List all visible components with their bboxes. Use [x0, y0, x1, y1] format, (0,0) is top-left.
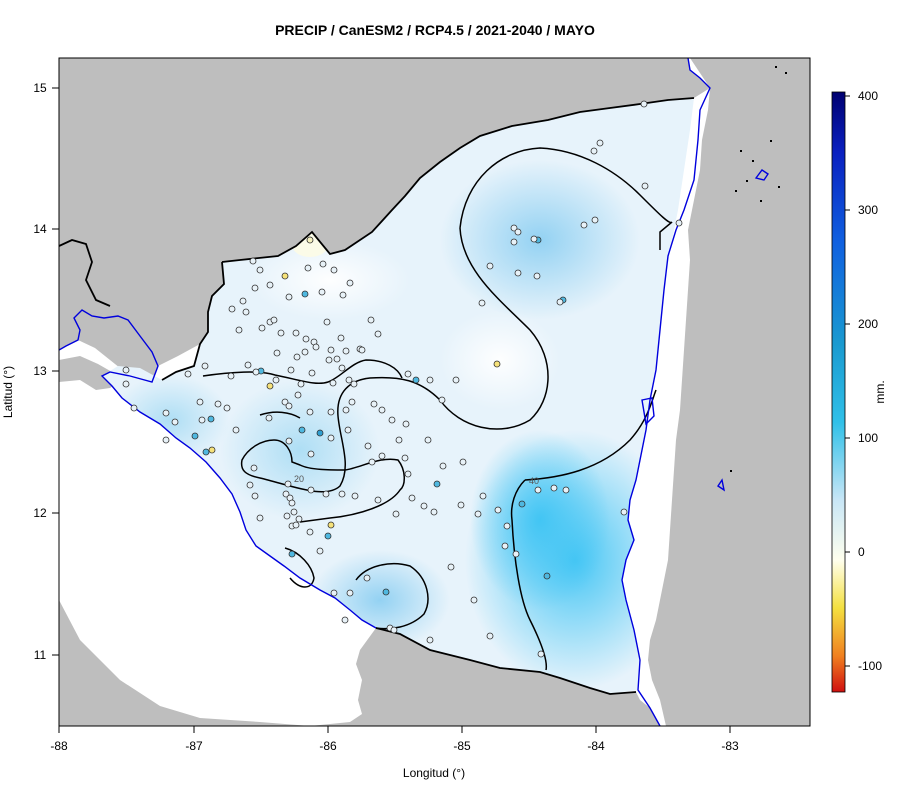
colorbar-tick-label: 300: [858, 203, 878, 217]
x-tick-label: -86: [319, 739, 337, 753]
colorbar-tick-label: -100: [858, 659, 882, 673]
east-landmass: [648, 58, 810, 726]
colorbar-tick-label: 0: [858, 545, 865, 559]
contour-lines: [202, 147, 673, 671]
colorbar-unit-label: mm.: [873, 380, 887, 403]
honduras-landmass: [59, 58, 710, 382]
x-tick-label: -83: [721, 739, 739, 753]
caribbean-islets: [730, 66, 787, 472]
map-panel: 20 40: [59, 58, 810, 726]
x-tick-label: -84: [587, 739, 605, 753]
coastline: [59, 58, 769, 726]
map-title: PRECIP / CanESM2 / RCP4.5 / 2021-2040 / …: [275, 22, 595, 38]
y-tick-label: 15: [33, 81, 47, 95]
colorbar-ticks: [845, 95, 850, 667]
station-markers: [122, 100, 683, 658]
country-borders: [59, 97, 695, 695]
y-axis: [52, 87, 59, 656]
plot-frame: [58, 57, 811, 727]
y-tick-label: 14: [33, 222, 47, 236]
colorbar-tick-label: 200: [858, 317, 878, 331]
contour-label-20: 20: [294, 474, 304, 484]
el-salvador-landmass: [59, 356, 122, 390]
contour-label-40: 40: [529, 476, 539, 486]
x-axis-title: Longitud (°): [403, 766, 465, 780]
colorbar-tick-label: 400: [858, 89, 878, 103]
x-tick-label: -88: [50, 739, 68, 753]
y-axis-title: Latitud (°): [1, 366, 15, 418]
y-tick-label: 11: [34, 648, 47, 662]
colorbar: [831, 91, 846, 693]
x-tick-label: -87: [185, 739, 203, 753]
costa-rica-landmass: [59, 600, 660, 726]
y-tick-label: 12: [33, 506, 47, 520]
x-axis: [58, 726, 731, 733]
x-tick-label: -85: [453, 739, 471, 753]
y-tick-label: 13: [33, 364, 47, 378]
colorbar-tick-label: 100: [858, 431, 878, 445]
